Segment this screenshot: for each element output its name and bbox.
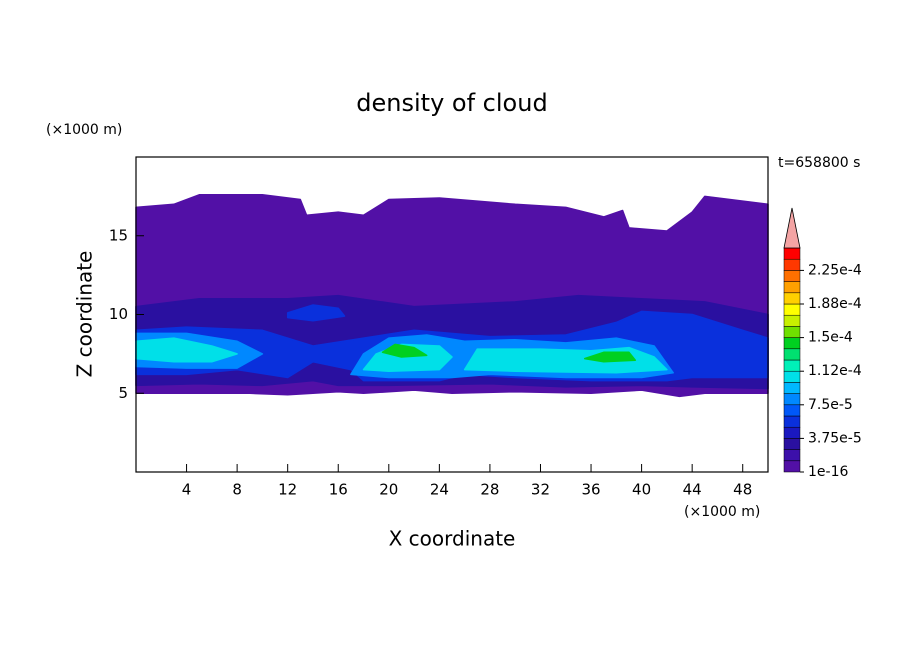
colorbar-tick-label: 7.5e-5: [808, 397, 853, 413]
contour-region: [381, 343, 428, 358]
colorbar-tick-label: 1.5e-4: [808, 330, 853, 346]
colorbar-band: [783, 247, 801, 260]
contour-region: [135, 337, 238, 363]
colorbar-band: [783, 438, 801, 450]
colorbar-band: [783, 348, 801, 361]
y-tick-label: 15: [109, 226, 128, 244]
x-tick-label: 8: [232, 481, 242, 499]
x-tick-label: 24: [430, 481, 449, 499]
colorbar-band: [783, 460, 801, 473]
x-axis-title: X coordinate: [389, 527, 516, 551]
colorbar-band: [783, 404, 801, 417]
colorbar-band: [783, 415, 801, 428]
colorbar-band: [783, 258, 801, 271]
y-tick-label: 10: [109, 305, 128, 323]
x-tick-label: 48: [733, 481, 752, 499]
colorbar-band: [783, 449, 801, 462]
chart-title: density of cloud: [356, 89, 547, 117]
colorbar-band: [783, 303, 801, 316]
contour-region: [583, 351, 637, 363]
colorbar-band: [783, 370, 801, 383]
x-tick-label: 12: [278, 481, 297, 499]
y-axis-title: Z coordinate: [73, 251, 97, 378]
x-tick-label: 4: [182, 481, 192, 499]
colorbar-band: [783, 326, 801, 338]
contour-region: [463, 346, 668, 374]
x-tick-label: 40: [632, 481, 651, 499]
colorbar-tick-label: 1e-16: [808, 464, 848, 480]
colorbar-tick-label: 1.12e-4: [808, 363, 862, 379]
colorbar-tick-label: 3.75e-5: [808, 430, 862, 446]
colorbar-band: [783, 270, 801, 282]
x-tick-label: 28: [480, 481, 499, 499]
colorbar-band: [783, 426, 801, 439]
x-unit: (×1000 m): [684, 504, 760, 520]
x-tick-label: 32: [531, 481, 550, 499]
x-tick-label: 20: [379, 481, 398, 499]
colorbar-band: [783, 281, 801, 294]
colorbar-band: [783, 314, 801, 327]
x-tick-label: 44: [683, 481, 702, 499]
colorbar-band: [783, 382, 801, 394]
colorbar-band: [783, 359, 801, 372]
time-annotation: t=658800 s: [778, 155, 860, 171]
x-tick-label: 16: [329, 481, 348, 499]
y-unit: (×1000 m): [46, 122, 122, 138]
colorbar-band: [783, 393, 801, 406]
y-tick-label: 5: [118, 384, 128, 402]
colorbar-extend: [783, 207, 801, 249]
colorbar-band: [783, 337, 801, 350]
colorbar-tick-label: 2.25e-4: [808, 262, 862, 278]
colorbar-band: [783, 292, 801, 305]
contour-region: [286, 304, 346, 322]
x-tick-label: 36: [581, 481, 600, 499]
colorbar-tick-label: 1.88e-4: [808, 296, 862, 312]
